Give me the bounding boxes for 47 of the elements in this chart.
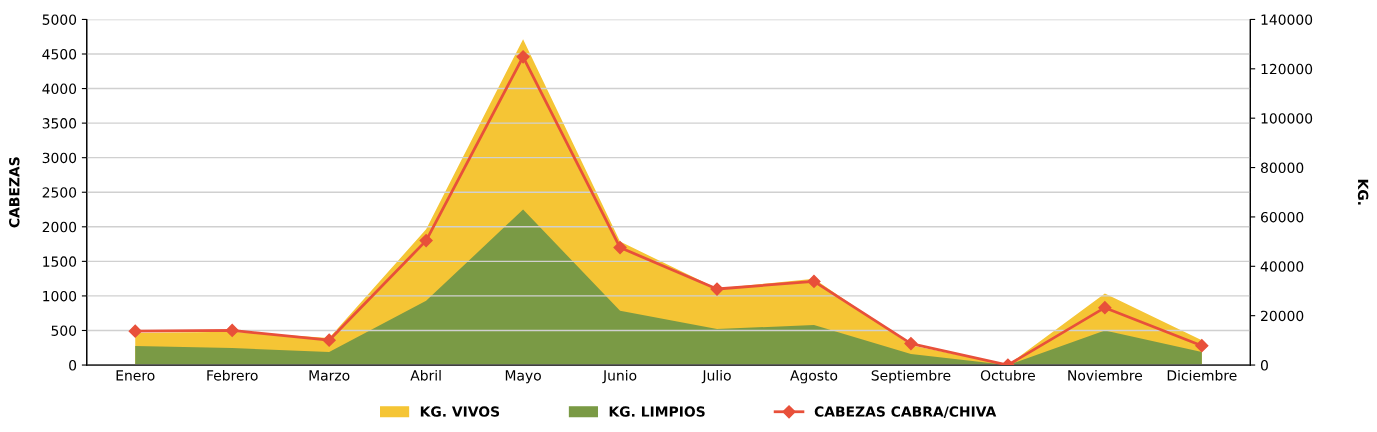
x-tick-label: Noviembre (1068, 369, 1143, 381)
point (1098, 301, 1112, 315)
y2-tick-label: 100000 (1261, 113, 1313, 124)
x-tick-label: Diciembre (1167, 369, 1237, 381)
legend-label: KG. LIMPIOS (609, 406, 705, 417)
y-tick-label: 5000 (42, 14, 77, 25)
point (419, 234, 433, 248)
x-tick-label: Junio (602, 369, 637, 384)
y-tick-label: 2000 (42, 221, 77, 233)
x-tick-label: Agosto (790, 370, 838, 384)
point (128, 324, 142, 338)
x-tick-label: Mayo (505, 370, 541, 384)
point (322, 333, 336, 347)
y-tick-label: 2500 (42, 187, 77, 198)
point (613, 240, 627, 255)
point (1195, 339, 1209, 353)
y2-tick-label: 140000 (1261, 14, 1313, 25)
y2-tick-label: 20000 (1261, 310, 1304, 322)
x-tick-label: Septiembre (871, 369, 951, 384)
point (516, 50, 530, 64)
point (225, 323, 239, 338)
point (807, 274, 821, 288)
y-tick-label: 3500 (42, 118, 77, 129)
y2-tick-label: 60000 (1261, 211, 1304, 223)
y-tick-label: 500 (51, 325, 77, 336)
y2-tick-label: 80000 (1260, 162, 1304, 174)
y-axis-title: CABEZAS (9, 157, 20, 228)
x-tick-label: Julio (701, 369, 731, 384)
legend-label: KG. VIVOS (420, 406, 500, 417)
x-tick-label: Abril (410, 369, 441, 381)
y-tick-label: 1000 (43, 290, 77, 302)
point (710, 282, 724, 296)
point (904, 337, 918, 351)
y2-axis-title: KG. (1357, 179, 1369, 205)
y-tick-label: 1500 (43, 256, 77, 267)
y-tick-label: 3000 (42, 152, 77, 164)
x-tick-label: Octubre (980, 369, 1035, 381)
x-tick-label: Enero (116, 370, 155, 381)
y-tick-label: 4500 (42, 48, 77, 60)
x-tick-label: Marzo (309, 370, 350, 381)
y2-tick-label: 0 (1260, 360, 1268, 371)
y2-tick-label: 40000 (1260, 261, 1304, 272)
x-tick-label: Febrero (207, 369, 258, 381)
y2-tick-label: 120000 (1261, 63, 1313, 75)
legend-label: CABEZAS CABRA/CHIVA (814, 406, 997, 418)
y-tick-label: 4000 (42, 83, 77, 95)
y-tick-label: 0 (69, 360, 77, 371)
